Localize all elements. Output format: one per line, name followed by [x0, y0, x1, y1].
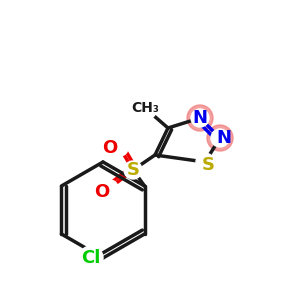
- Circle shape: [124, 161, 142, 179]
- Circle shape: [207, 125, 233, 151]
- Text: N: N: [193, 109, 208, 127]
- Circle shape: [187, 105, 213, 131]
- Text: O: O: [102, 139, 118, 157]
- Text: S: S: [202, 156, 214, 174]
- Circle shape: [211, 129, 229, 147]
- Circle shape: [102, 180, 118, 196]
- Text: S: S: [127, 161, 140, 179]
- Circle shape: [196, 153, 214, 171]
- Circle shape: [79, 246, 103, 270]
- Circle shape: [133, 96, 157, 120]
- Circle shape: [191, 109, 209, 127]
- Circle shape: [112, 140, 128, 156]
- Text: Cl: Cl: [81, 249, 101, 267]
- Text: N: N: [217, 129, 232, 147]
- Text: O: O: [94, 183, 110, 201]
- Text: CH₃: CH₃: [131, 101, 159, 115]
